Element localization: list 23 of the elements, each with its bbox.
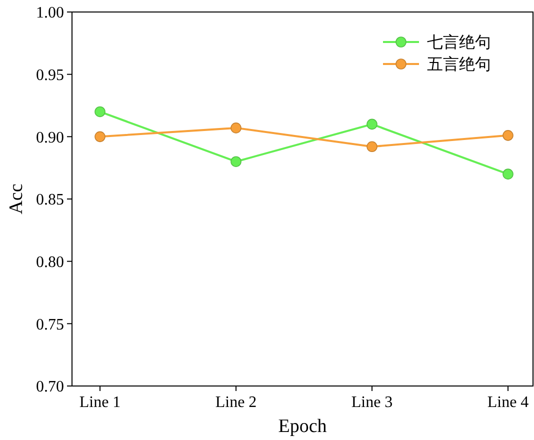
y-tick-label: 0.75: [36, 316, 64, 334]
legend-label: 七言绝句: [427, 34, 491, 52]
x-tick-label: Line 1: [79, 394, 121, 411]
y-tick-label: 0.70: [36, 378, 64, 396]
point: [502, 130, 514, 141]
y-tick-label: 0.95: [36, 66, 64, 84]
y-tick-label: 0.90: [36, 129, 64, 146]
y-tick-label: 0.80: [36, 254, 64, 271]
point: [230, 122, 242, 134]
y-tick-label: 1.00: [36, 4, 64, 22]
point: [366, 118, 378, 130]
y-tick-label: 0.85: [36, 192, 64, 209]
x-tick-label: Line 2: [215, 394, 257, 411]
point: [502, 168, 514, 180]
x-axis-title: Epoch: [278, 416, 328, 437]
x-tick-label: Line 4: [487, 394, 529, 411]
y-axis-title: Acc: [6, 184, 27, 214]
point: [94, 106, 106, 118]
x-tick-label: Line 3: [351, 394, 393, 411]
legend-label: 五言绝句: [427, 56, 491, 74]
point: [366, 141, 378, 152]
point: [94, 131, 106, 142]
point: [230, 156, 242, 167]
